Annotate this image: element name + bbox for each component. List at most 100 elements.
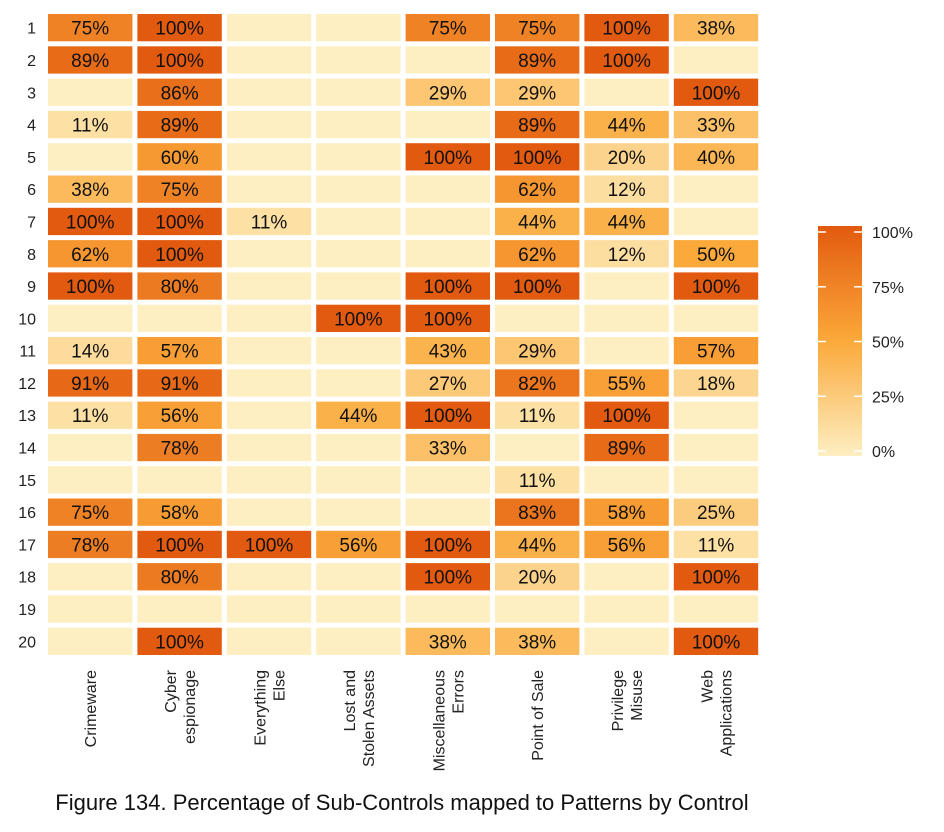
heatmap-cell xyxy=(48,563,133,591)
heatmap-cell xyxy=(584,240,669,268)
heatmap-cell xyxy=(584,595,669,623)
heatmap-cell xyxy=(137,466,222,494)
heatmap-cell xyxy=(673,337,759,365)
cell-value-label: 33% xyxy=(697,116,735,137)
heatmap-cell xyxy=(673,78,759,106)
column-axis-labels: Crimeware Cyber espionage Everything Else Los… xyxy=(83,669,735,771)
legend-tick-label: 50% xyxy=(872,335,904,352)
column-label-line: Else xyxy=(272,670,289,701)
heatmap-cell xyxy=(226,207,312,236)
heatmap-cell xyxy=(137,337,222,365)
cell-value-label: 80% xyxy=(161,568,199,589)
heatmap-cell xyxy=(137,110,222,139)
cell-value-label: 100% xyxy=(155,535,204,556)
heatmap-cell xyxy=(137,14,222,42)
cell-value-label: 86% xyxy=(161,83,199,104)
column-label: Privilege Misuse xyxy=(610,670,646,731)
heatmap-cell xyxy=(226,143,312,171)
heatmap-cell xyxy=(584,272,669,300)
cell-value-label: 38% xyxy=(518,632,556,653)
heatmap-cell xyxy=(405,207,490,236)
heatmap-cell xyxy=(673,110,759,139)
column-label: Crimeware xyxy=(83,670,100,747)
heatmap-cell xyxy=(48,466,133,494)
heatmap-cell xyxy=(137,595,222,623)
row-label: 18 xyxy=(18,570,36,587)
heatmap-cell xyxy=(226,110,312,139)
heatmap-cell xyxy=(495,175,580,203)
cell-value-label: 91% xyxy=(71,374,109,395)
heatmap-cell xyxy=(48,272,133,300)
column-label: Cyber espionage xyxy=(163,669,199,744)
row-label: 11 xyxy=(19,344,36,361)
heatmap-cell xyxy=(316,498,401,526)
heatmap-cell xyxy=(137,627,222,655)
cell-value-label: 100% xyxy=(423,148,472,169)
cell-value-label: 62% xyxy=(518,245,556,266)
heatmap-cell xyxy=(316,304,401,332)
column-label: Miscellaneous Errors xyxy=(431,670,467,771)
heatmap-cell xyxy=(137,304,222,332)
heatmap-cell xyxy=(495,143,580,171)
legend-tick-label: 75% xyxy=(872,280,904,297)
cell-value-label: 27% xyxy=(429,374,467,395)
heatmap-cell xyxy=(137,272,222,300)
cell-value-label: 58% xyxy=(608,503,646,524)
heatmap-cell xyxy=(226,563,312,591)
heatmap-cell xyxy=(226,175,312,203)
heatmap-cell xyxy=(405,595,490,623)
column-label-line: Misuse xyxy=(629,670,646,721)
heatmap-cell xyxy=(405,304,490,332)
heatmap-cell xyxy=(316,110,401,139)
heatmap-cell xyxy=(137,240,222,268)
cell-value-label: 100% xyxy=(602,19,651,40)
heatmap-cell xyxy=(673,595,759,623)
heatmap-cell xyxy=(137,175,222,203)
cell-value-label: 91% xyxy=(161,374,199,395)
cell-value-label: 100% xyxy=(155,212,204,233)
heatmap-cells xyxy=(48,14,759,655)
heatmap-cell xyxy=(405,337,490,365)
heatmap-cell xyxy=(673,175,759,203)
heatmap-cell xyxy=(495,433,580,462)
cell-value-label: 100% xyxy=(155,51,204,72)
cell-value-label: 14% xyxy=(71,342,109,363)
cell-value-label: 89% xyxy=(518,51,556,72)
heatmap-cell xyxy=(405,530,490,559)
heatmap-cell xyxy=(48,530,133,559)
cell-value-label: 40% xyxy=(697,148,735,169)
heatmap-cell xyxy=(584,207,669,236)
heatmap-cell xyxy=(405,175,490,203)
heatmap-cell xyxy=(48,433,133,462)
heatmap-cell xyxy=(584,369,669,397)
heatmap-cell xyxy=(673,240,759,268)
cell-value-label: 20% xyxy=(608,148,646,169)
cell-value-label: 33% xyxy=(429,439,467,460)
heatmap-cell xyxy=(405,401,490,429)
cell-value-label: 11% xyxy=(519,471,556,492)
heatmap-cell xyxy=(316,530,401,559)
cell-value-label: 29% xyxy=(429,83,467,104)
cell-value-label: 50% xyxy=(697,245,735,266)
heatmap-cell xyxy=(584,304,669,332)
cell-value-label: 75% xyxy=(71,503,109,524)
cell-value-label: 100% xyxy=(692,568,741,589)
heatmap-cell xyxy=(405,466,490,494)
cell-value-label: 57% xyxy=(697,342,735,363)
heatmap-cell xyxy=(495,466,580,494)
cell-value-label: 100% xyxy=(66,277,115,298)
column-label-line: Cyber xyxy=(163,669,180,712)
heatmap-cell xyxy=(48,401,133,429)
cell-value-label: 75% xyxy=(518,19,556,40)
row-label: 4 xyxy=(27,118,36,135)
heatmap-cell xyxy=(137,78,222,106)
column-label-line: Everything xyxy=(253,670,270,746)
heatmap-cell xyxy=(316,175,401,203)
heatmap-cell xyxy=(137,369,222,397)
heatmap-cell xyxy=(226,46,312,74)
heatmap-cell xyxy=(48,498,133,526)
cell-value-label: 78% xyxy=(161,439,199,460)
heatmap-cell xyxy=(226,433,312,462)
cell-value-label: 56% xyxy=(608,535,646,556)
